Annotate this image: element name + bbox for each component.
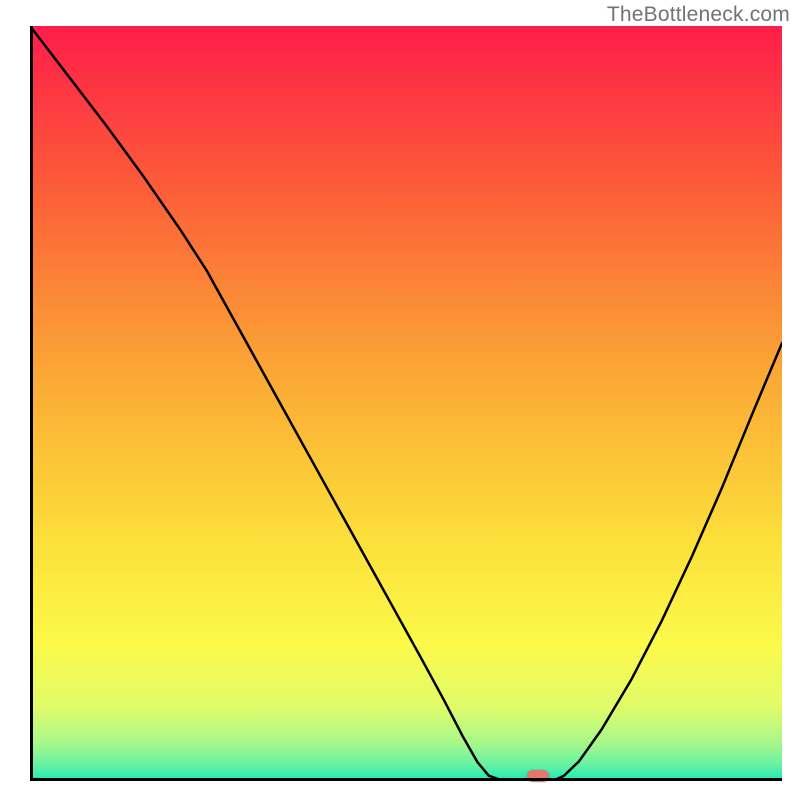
chart-background <box>30 26 782 781</box>
watermark-text: TheBottleneck.com <box>607 3 790 27</box>
chart-svg <box>30 26 782 781</box>
optimal-point-marker <box>527 770 549 782</box>
chart-plot-area <box>30 26 782 781</box>
